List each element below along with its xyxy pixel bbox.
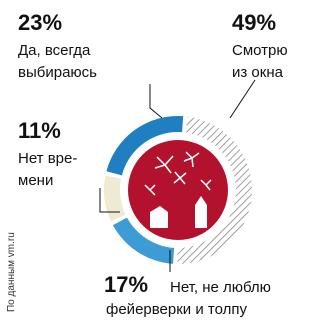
- donut-segment: [104, 176, 125, 222]
- category-label: Да, всегда: [18, 42, 91, 59]
- percent-label: 49%: [232, 10, 276, 35]
- category-label: из окна: [232, 64, 284, 81]
- category-label: Нет вре-: [18, 150, 77, 167]
- leader-line: [150, 84, 162, 118]
- category-label: фейерверки и толпу: [106, 301, 247, 318]
- source: По данным vm.ru: [6, 232, 17, 312]
- category-label: Смотрю: [232, 42, 288, 59]
- percent-label: 11%: [18, 118, 61, 143]
- category-label: мени: [18, 172, 53, 189]
- category-label: Нет, не люблю: [170, 279, 271, 296]
- center-illustration: [128, 140, 228, 240]
- percent-label: 23%: [18, 10, 62, 35]
- chart: По данным vm.ru 49% Смотрю из окна 17% Нет, …: [0, 0, 318, 320]
- percent-label: 17%: [104, 272, 148, 297]
- leader-line: [230, 80, 255, 118]
- category-label: выбираюсь: [18, 64, 97, 81]
